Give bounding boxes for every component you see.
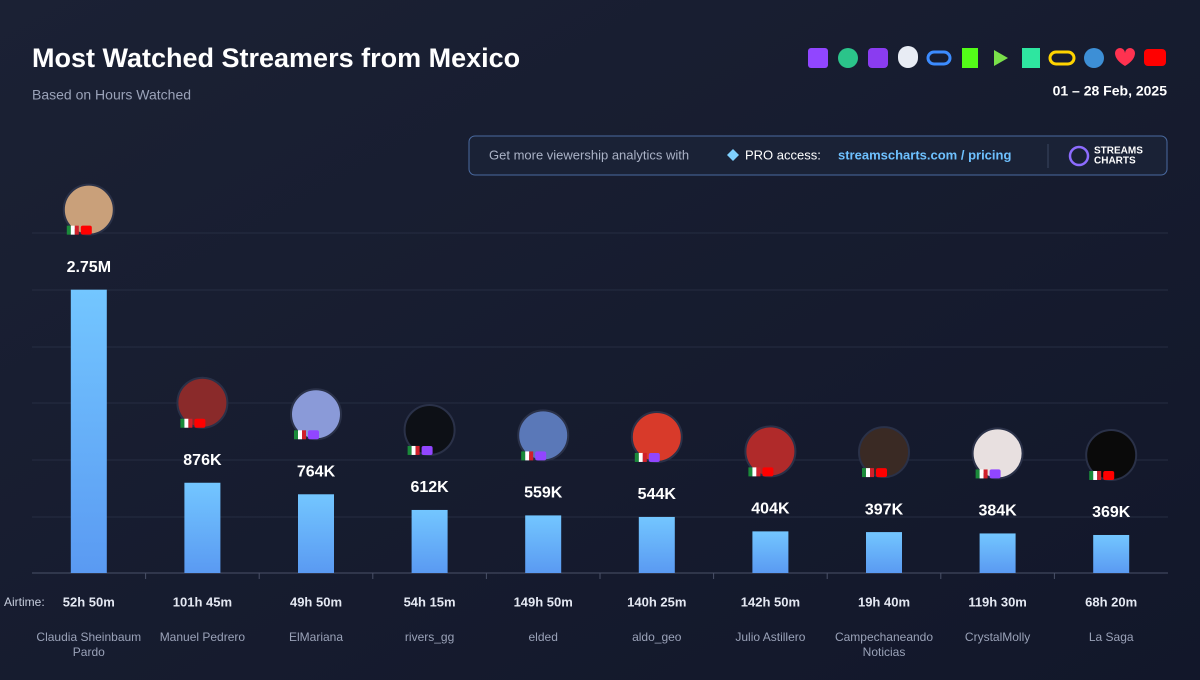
value-label: 369K bbox=[1092, 504, 1131, 521]
flag-red bbox=[756, 467, 761, 477]
value-label: 559K bbox=[524, 485, 563, 502]
bar bbox=[411, 509, 448, 573]
flag-green bbox=[521, 451, 526, 461]
airtime: 149h 50m bbox=[514, 594, 573, 609]
logo-icon bbox=[1068, 145, 1090, 167]
value-label: 876K bbox=[183, 452, 222, 469]
promo-text: Get more viewership analytics with bbox=[489, 147, 689, 162]
flag-white bbox=[298, 430, 302, 440]
flag-red bbox=[415, 445, 420, 455]
airtime: 49h 50m bbox=[290, 594, 342, 609]
platform-badge bbox=[535, 451, 547, 461]
airtime: 119h 30m bbox=[968, 594, 1027, 609]
bar bbox=[752, 531, 789, 573]
x-tick-label: Claudia Sheinbaum Pardo bbox=[36, 630, 142, 659]
flag-red bbox=[302, 430, 306, 440]
airtime: 140h 25m bbox=[627, 594, 686, 609]
chart-subtitle: Based on Hours Watched bbox=[32, 87, 191, 103]
airtime-label: Airtime: bbox=[4, 595, 45, 609]
flag-white bbox=[70, 225, 75, 235]
platform-badge bbox=[762, 467, 774, 477]
platform-badge bbox=[648, 452, 660, 462]
flag-red bbox=[642, 452, 647, 462]
bar bbox=[866, 532, 902, 573]
value-label: 397K bbox=[865, 501, 904, 518]
value-label: 764K bbox=[297, 464, 336, 481]
flag-red bbox=[74, 225, 79, 235]
flag-white bbox=[1093, 470, 1098, 480]
x-tick-label: Campechaneando Noticias bbox=[834, 630, 934, 659]
flag-white bbox=[525, 451, 530, 461]
flag-red bbox=[870, 468, 874, 478]
flag-red bbox=[188, 418, 193, 428]
flag-green bbox=[975, 469, 980, 479]
flag-red bbox=[529, 451, 534, 461]
airtime: 52h 50m bbox=[63, 594, 115, 609]
value-label: 2.75M bbox=[67, 259, 111, 276]
x-tick-label: Julio Astillero bbox=[735, 630, 806, 644]
platform-badge bbox=[80, 225, 92, 235]
flag-green bbox=[634, 452, 639, 462]
platform-badge bbox=[989, 469, 1001, 479]
flag-white bbox=[411, 445, 416, 455]
value-label: 404K bbox=[751, 501, 790, 518]
platform-badge bbox=[308, 430, 319, 440]
chart-title: Most Watched Streamers from Mexico bbox=[32, 43, 520, 73]
x-tick-label: Manuel Pedrero bbox=[159, 630, 246, 644]
logo-bottom: CHARTS bbox=[1094, 156, 1136, 167]
x-tick-label: La Saga bbox=[1088, 630, 1134, 644]
flag-green bbox=[294, 430, 298, 440]
flag-red bbox=[1097, 470, 1102, 480]
bar bbox=[525, 515, 562, 573]
bar bbox=[298, 494, 334, 573]
bar bbox=[979, 533, 1016, 573]
airtime: 68h 20m bbox=[1085, 594, 1137, 609]
x-tick-label: CrystalMolly bbox=[964, 630, 1031, 644]
bar bbox=[184, 482, 221, 573]
flag-green bbox=[407, 445, 412, 455]
flag-white bbox=[866, 468, 870, 478]
value-label: 544K bbox=[638, 486, 677, 503]
promo-pro: PRO access: bbox=[745, 147, 821, 162]
flag-white bbox=[638, 452, 643, 462]
platform-badge bbox=[194, 418, 206, 428]
flag-green bbox=[180, 418, 185, 428]
flag-green bbox=[862, 468, 866, 478]
bar bbox=[638, 516, 675, 573]
airtime: 54h 15m bbox=[404, 594, 456, 609]
airtime: 19h 40m bbox=[858, 594, 910, 609]
platform-icons bbox=[808, 46, 1166, 68]
flag-green bbox=[748, 467, 753, 477]
bar bbox=[70, 289, 107, 573]
value-label: 384K bbox=[978, 503, 1017, 520]
x-tick-label: aldo_geo bbox=[632, 630, 682, 644]
platform-badge bbox=[421, 445, 433, 455]
airtime: 142h 50m bbox=[741, 594, 800, 609]
promo-link[interactable]: streamscharts.com / pricing bbox=[838, 147, 1011, 162]
flag-red bbox=[983, 469, 988, 479]
flag-white bbox=[979, 469, 984, 479]
flag-green bbox=[1089, 470, 1094, 480]
date-range: 01 – 28 Feb, 2025 bbox=[1053, 83, 1168, 99]
flag-white bbox=[184, 418, 189, 428]
x-tick-label: rivers_gg bbox=[404, 630, 455, 644]
platform-badge bbox=[876, 468, 887, 478]
promo-frame[interactable] bbox=[468, 135, 1168, 176]
value-label: 612K bbox=[410, 479, 449, 496]
x-tick-label: elded bbox=[528, 630, 558, 644]
airtime: 101h 45m bbox=[173, 594, 232, 609]
diamond-icon bbox=[727, 149, 739, 161]
flag-white bbox=[752, 467, 757, 477]
flag-green bbox=[66, 225, 71, 235]
platform-badge bbox=[1103, 470, 1115, 480]
bar bbox=[1093, 534, 1130, 573]
x-tick-label: ElMariana bbox=[288, 630, 344, 644]
logo-top: STREAMS bbox=[1094, 146, 1143, 157]
promo-box[interactable]: Get more viewership analytics with PRO a… bbox=[468, 135, 1168, 176]
